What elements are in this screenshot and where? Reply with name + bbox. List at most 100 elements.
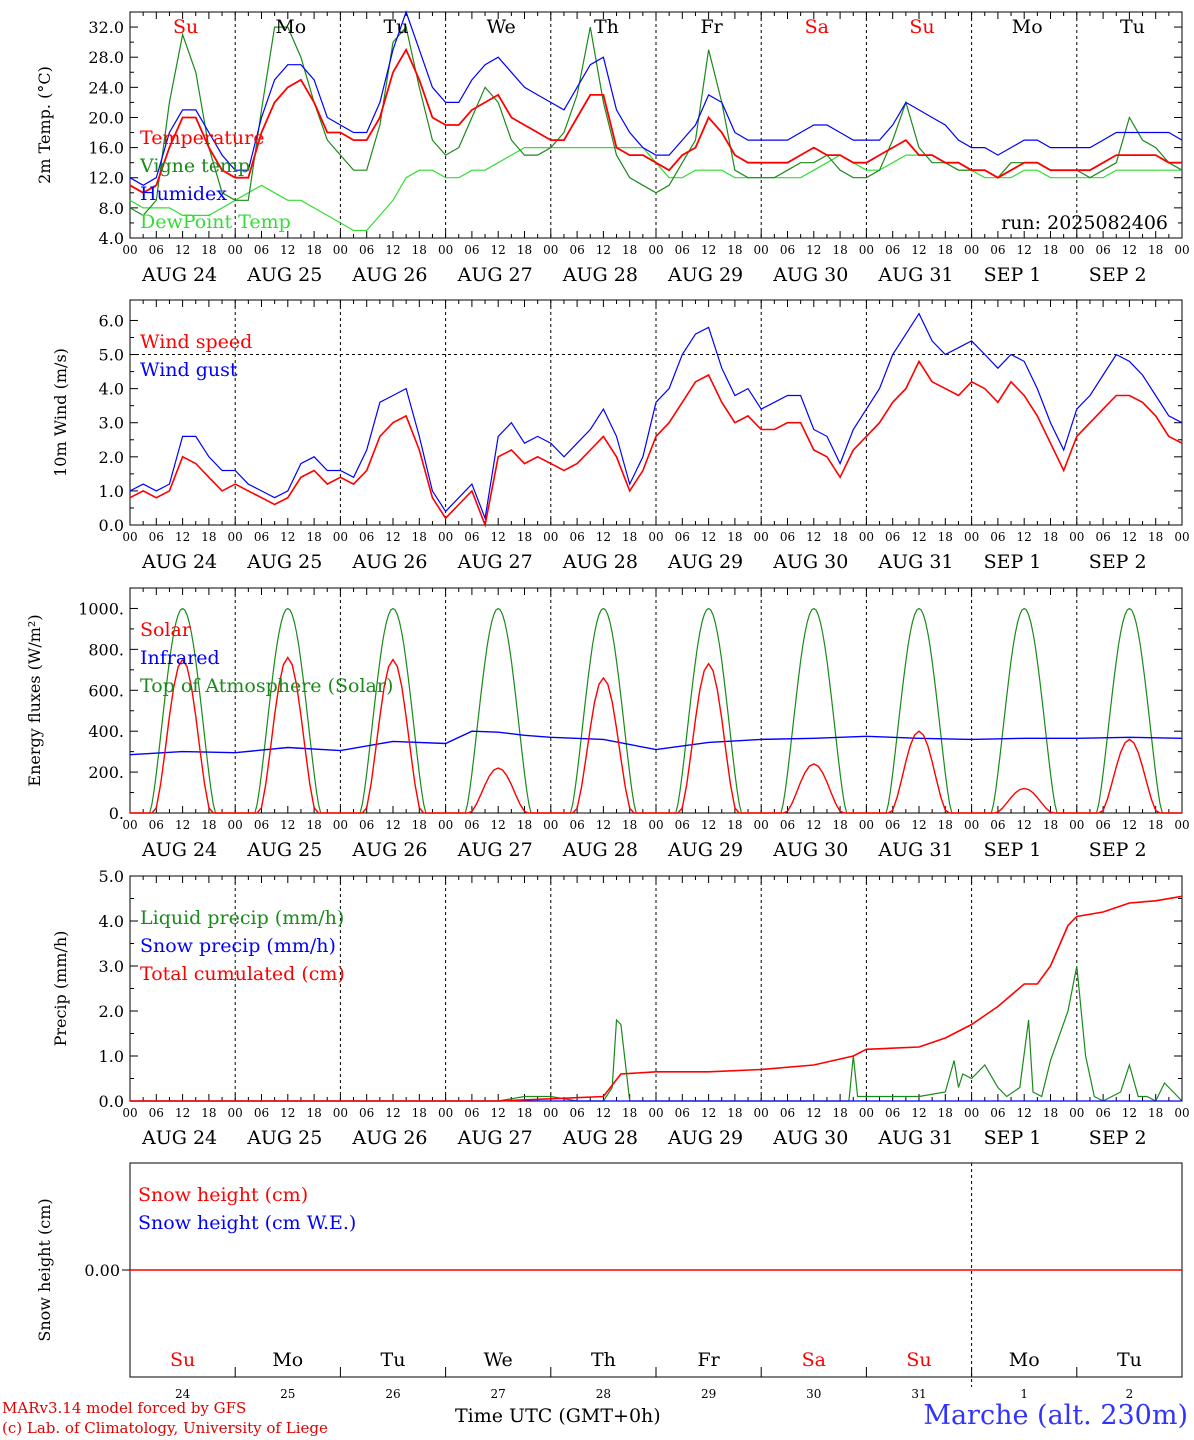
hour-tick-label: 18 [622, 818, 637, 832]
series-line [130, 965, 1183, 1102]
hour-tick-label: 00 [754, 530, 769, 544]
y-tick-label: 12.0 [88, 169, 124, 188]
hour-tick-label: 06 [780, 530, 795, 544]
hour-tick-label: 12 [175, 818, 190, 832]
hour-tick-label: 00 [1174, 530, 1189, 544]
hour-tick-label: 18 [622, 530, 637, 544]
hour-tick-label: 06 [254, 530, 269, 544]
hour-tick-label: 06 [464, 818, 479, 832]
hour-tick-label: 12 [1017, 1106, 1032, 1120]
y-tick-label: 32.0 [88, 18, 124, 37]
hour-tick-label: 06 [464, 243, 479, 257]
date-label: AUG 26 [351, 551, 427, 573]
day-name: Tu [384, 16, 409, 38]
solar-line [971, 787, 1077, 814]
toa-solar-line [971, 607, 1077, 814]
y-tick-label: 400. [88, 722, 124, 741]
date-label: AUG 28 [562, 839, 638, 861]
legend-item: Temperature [140, 127, 264, 149]
run-label: run: 2025082406 [1001, 212, 1168, 234]
hour-tick-label: 06 [885, 530, 900, 544]
hour-tick-label: 06 [1095, 530, 1110, 544]
y-tick-label: 5.0 [99, 346, 124, 365]
solar-line [235, 656, 341, 814]
hour-tick-label: 12 [596, 243, 611, 257]
hour-tick-label: 00 [1174, 243, 1189, 257]
hour-tick-label: 18 [1043, 1106, 1058, 1120]
y-axis-label: Energy fluxes (W/m²) [25, 614, 44, 786]
infrared-line [129, 730, 1183, 756]
solar-line [761, 763, 867, 814]
hour-tick-label: 12 [596, 530, 611, 544]
hour-tick-label: 18 [832, 818, 847, 832]
date-label: SEP 1 [984, 1127, 1042, 1149]
legend-item: Snow height (cm) [138, 1184, 308, 1206]
hour-tick-label: 00 [333, 818, 348, 832]
hour-tick-label: 12 [491, 530, 506, 544]
hour-tick-label: 06 [359, 818, 374, 832]
hour-tick-label: 00 [648, 530, 663, 544]
hour-tick-label: 12 [1122, 1106, 1137, 1120]
hour-tick-label: 18 [1148, 530, 1163, 544]
solar-line [130, 658, 236, 814]
hour-tick-label: 00 [1069, 530, 1084, 544]
day-name: Th [594, 16, 619, 38]
hour-tick-label: 12 [175, 243, 190, 257]
hour-tick-label: 00 [333, 530, 348, 544]
y-tick-label: 4.0 [99, 912, 124, 931]
hour-tick-label: 12 [491, 243, 506, 257]
hour-tick-label: 18 [1148, 1106, 1163, 1120]
hour-tick-label: 06 [464, 1106, 479, 1120]
day-number: 29 [701, 1387, 716, 1401]
date-label: AUG 28 [562, 551, 638, 573]
legend-item: Wind speed [140, 331, 252, 353]
hour-tick-label: 18 [306, 818, 321, 832]
hour-tick-label: 12 [385, 530, 400, 544]
hour-tick-label: 06 [885, 818, 900, 832]
date-label: AUG 26 [351, 264, 427, 286]
hour-tick-label: 00 [754, 243, 769, 257]
hour-tick-label: 06 [780, 1106, 795, 1120]
day-number: 26 [385, 1387, 400, 1401]
hour-tick-label: 06 [254, 243, 269, 257]
hour-tick-label: 12 [175, 1106, 190, 1120]
hour-tick-label: 00 [228, 1106, 243, 1120]
date-label: SEP 2 [1089, 1127, 1147, 1149]
date-label: AUG 31 [877, 1127, 953, 1149]
y-tick-label: 6.0 [99, 311, 124, 330]
date-label: AUG 30 [772, 264, 848, 286]
hour-tick-label: 18 [517, 1106, 532, 1120]
date-label: AUG 24 [141, 264, 217, 286]
day-number: 27 [491, 1387, 506, 1401]
y-tick-label: 8.0 [99, 199, 124, 218]
day-name: Tu [381, 1349, 406, 1371]
hour-tick-label: 00 [228, 530, 243, 544]
hour-tick-label: 12 [806, 530, 821, 544]
y-tick-label: 0.0 [99, 1092, 124, 1111]
day-number: 25 [280, 1387, 295, 1401]
day-name: We [487, 16, 516, 38]
hour-tick-label: 00 [543, 243, 558, 257]
day-number: 31 [911, 1387, 926, 1401]
hour-tick-label: 12 [1122, 530, 1137, 544]
hour-tick-label: 06 [464, 530, 479, 544]
hour-tick-label: 12 [1017, 530, 1032, 544]
toa-solar-line [866, 607, 972, 814]
date-label: AUG 31 [877, 839, 953, 861]
date-label: SEP 1 [984, 551, 1042, 573]
day-name: Mo [272, 1349, 303, 1371]
hour-tick-label: 00 [333, 1106, 348, 1120]
day-number: 30 [806, 1387, 821, 1401]
hour-tick-label: 00 [122, 243, 137, 257]
hour-tick-label: 06 [149, 818, 164, 832]
day-name: Mo [1009, 1349, 1040, 1371]
hour-tick-label: 18 [938, 530, 953, 544]
y-tick-label: 20.0 [88, 108, 124, 127]
y-tick-label: 200. [88, 763, 124, 782]
hour-tick-label: 06 [675, 530, 690, 544]
hour-tick-label: 00 [122, 1106, 137, 1120]
series-line [129, 25, 1183, 217]
y-tick-label: 1000. [78, 599, 124, 618]
hour-tick-label: 06 [675, 818, 690, 832]
legend-item: Wind gust [140, 359, 238, 381]
